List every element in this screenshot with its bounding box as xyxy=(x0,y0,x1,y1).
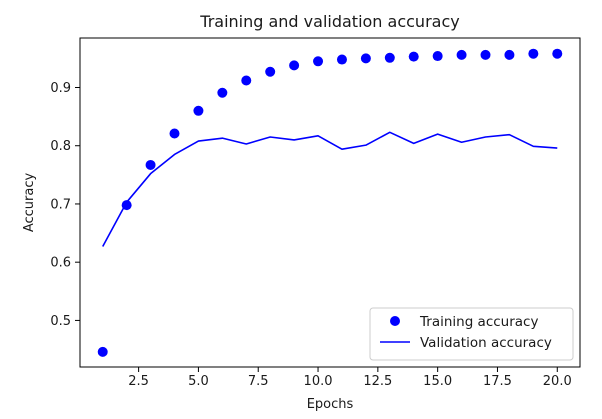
y-tick-label: 0.6 xyxy=(50,256,71,271)
training-accuracy-point xyxy=(193,105,204,116)
training-accuracy-point xyxy=(504,49,515,60)
legend-label-training-accuracy: Training accuracy xyxy=(419,314,538,330)
training-accuracy-point xyxy=(145,159,156,170)
training-accuracy-point xyxy=(169,128,180,139)
legend-label-validation-accuracy: Validation accuracy xyxy=(420,335,552,351)
training-accuracy-point xyxy=(384,52,395,63)
x-tick-label: 12.5 xyxy=(363,374,392,389)
training-accuracy-point xyxy=(289,60,300,71)
plot-frame xyxy=(79,37,581,368)
x-tick-label: 17.5 xyxy=(483,374,512,389)
validation-accuracy-line xyxy=(102,131,558,247)
x-tick-label: 2.5 xyxy=(128,374,149,389)
training-accuracy-point xyxy=(313,56,324,67)
training-accuracy-point xyxy=(360,53,371,64)
y-tick-label: 0.7 xyxy=(50,197,71,212)
x-axis-title: Epochs xyxy=(307,397,354,412)
legend-box xyxy=(369,307,574,361)
y-axis-title: Accuracy xyxy=(22,173,37,233)
training-accuracy-point xyxy=(241,75,252,86)
legend-marker-training-accuracy xyxy=(390,316,400,326)
training-accuracy-point xyxy=(217,87,228,98)
training-accuracy-point xyxy=(336,54,347,65)
training-accuracy-point xyxy=(456,49,467,60)
x-tick-label: 15.0 xyxy=(423,374,452,389)
legend: Training accuracy Validation accuracy xyxy=(369,307,574,361)
y-tick-label: 0.5 xyxy=(50,314,71,329)
training-accuracy-point xyxy=(408,51,419,62)
training-accuracy-point xyxy=(528,48,539,59)
axis-ticks: 2.5 5.0 7.5 10.0 12.5 15.0 17.5 20.0 0.5 0.6 0.7 0.… xyxy=(50,81,571,389)
chart-title: Training and validation accuracy xyxy=(199,12,459,31)
x-tick-label: 20.0 xyxy=(543,374,572,389)
x-tick-label: 5.0 xyxy=(188,374,209,389)
training-accuracy-point xyxy=(480,49,491,60)
training-accuracy-point xyxy=(552,48,563,59)
training-accuracy-point xyxy=(265,66,276,77)
y-tick-label: 0.9 xyxy=(50,81,71,96)
training-accuracy-point xyxy=(97,346,108,357)
training-accuracy-point xyxy=(432,51,443,62)
x-tick-label: 7.5 xyxy=(248,374,269,389)
x-tick-label: 10.0 xyxy=(304,374,333,389)
chart-marks xyxy=(97,48,563,357)
y-tick-label: 0.8 xyxy=(50,139,71,154)
